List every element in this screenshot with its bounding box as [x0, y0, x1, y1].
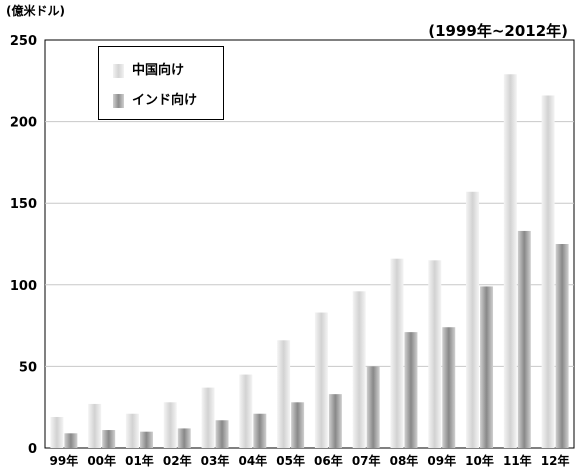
x-tick-label: 11年: [503, 453, 532, 468]
bar-china: [88, 403, 102, 448]
legend-swatch-china: [113, 63, 124, 78]
bar-india: [291, 402, 305, 448]
bar-india: [253, 413, 267, 448]
x-tick-label: 02年: [163, 453, 192, 468]
bar-china: [314, 312, 328, 448]
bar-china: [390, 258, 404, 448]
bar-india: [102, 430, 116, 448]
y-tick-label: 200: [10, 116, 37, 131]
x-tick-label: 01年: [125, 453, 154, 468]
bar-china: [352, 291, 366, 448]
bar-india: [517, 230, 531, 448]
x-tick-label: 06年: [314, 453, 343, 468]
bar-china: [201, 387, 215, 448]
x-tick-label: 08年: [390, 453, 419, 468]
x-tick-label: 99年: [50, 453, 79, 468]
y-axis-unit: (億米ドル): [6, 4, 65, 18]
bar-india: [404, 332, 418, 448]
x-axis: 99年 00年 01年 02年 03年 04年 05年 06年 07年 08年 09年 10年 11年 1…: [50, 453, 570, 468]
legend: 中国向け インド向け: [98, 46, 224, 120]
x-tick-label: 05年: [276, 453, 305, 468]
legend-item-india: インド向け: [113, 89, 197, 108]
x-tick-label: 04年: [238, 453, 267, 468]
bar-india: [64, 433, 78, 448]
x-tick-label: 09年: [427, 453, 456, 468]
bar-india: [480, 286, 494, 448]
bar-china: [541, 95, 555, 448]
x-tick-label: 10年: [465, 453, 494, 468]
x-tick-label: 07年: [352, 453, 381, 468]
period-label: (1999年~2012年): [428, 22, 568, 40]
legend-swatch-india: [113, 93, 124, 108]
bar-india: [328, 394, 342, 448]
bar-china: [125, 413, 139, 448]
plot-frame: [44, 39, 575, 449]
bar-china: [503, 74, 517, 448]
y-tick-label: 150: [10, 197, 37, 212]
bars: [50, 74, 569, 448]
bar-china: [163, 402, 177, 448]
y-tick-label: 0: [28, 442, 37, 457]
y-tick-label: 50: [19, 360, 37, 375]
bar-china: [277, 340, 291, 448]
bar-india: [215, 420, 229, 448]
legend-label-china: 中国向け: [132, 63, 185, 78]
bar-india: [366, 366, 380, 448]
legend-item-china: 中国向け: [113, 59, 184, 78]
bar-india: [177, 428, 191, 448]
bar-india: [555, 244, 569, 448]
bar-china: [428, 260, 442, 448]
legend-label-india: インド向け: [132, 93, 198, 108]
bar-india: [139, 431, 153, 448]
bar-china: [239, 374, 253, 448]
x-tick-label: 12年: [541, 453, 570, 468]
bar-china: [50, 416, 64, 448]
y-axis: 0 50 100 150 200 250: [10, 34, 37, 457]
bar-china: [466, 191, 480, 448]
x-tick-label: 00年: [87, 453, 116, 468]
x-tick-label: 03年: [201, 453, 230, 468]
y-tick-label: 250: [10, 34, 37, 49]
y-tick-label: 100: [10, 279, 37, 294]
bar-india: [442, 327, 456, 448]
